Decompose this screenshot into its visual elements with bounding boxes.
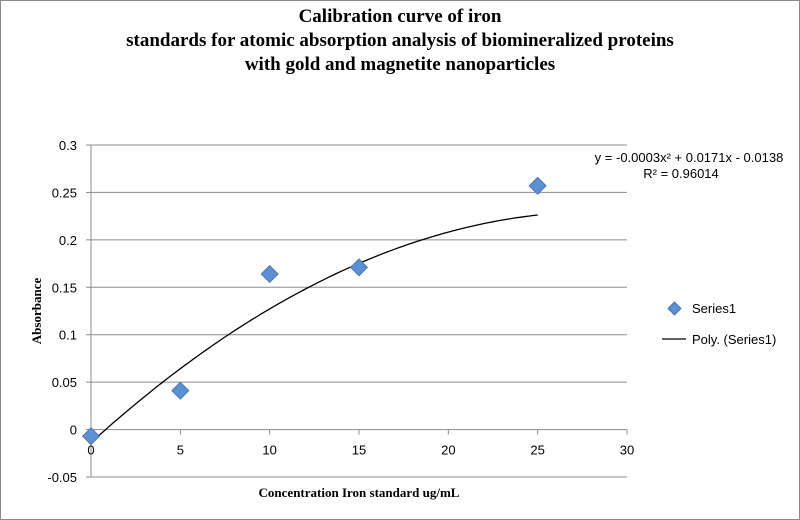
x-tick-label: 5 — [177, 443, 184, 458]
legend-label-trendline: Poly. (Series1) — [692, 332, 776, 347]
data-point — [349, 258, 369, 277]
legend-label-series1: Series1 — [692, 301, 736, 316]
x-axis-label: Concentration Iron standard ug/mL — [259, 485, 460, 500]
y-tick-label: 0.15 — [52, 280, 77, 295]
chart-title-line-2: standards for atomic absorption analysis… — [126, 30, 674, 51]
data-point — [171, 381, 190, 400]
x-tick-label: 10 — [262, 443, 276, 458]
data-point — [81, 427, 101, 446]
chart-title-line-3: with gold and magnetite nanoparticles — [244, 54, 556, 75]
trendline-equation: y = -0.0003x² + 0.0171x - 0.0138 — [595, 150, 784, 165]
x-tick-label: 0 — [87, 443, 94, 458]
trendline-r-squared: R² = 0.96014 — [643, 166, 719, 181]
legend-marker-series1 — [667, 301, 682, 316]
trendline — [90, 214, 538, 444]
data-point — [260, 264, 279, 284]
y-tick-label: 0.1 — [59, 328, 77, 343]
data-point — [528, 176, 547, 195]
chart-title-line-1: Calibration curve of iron — [298, 6, 502, 27]
gridlines — [91, 144, 627, 478]
y-axis-label: Absorbance — [29, 278, 44, 345]
y-tick-label: 0 — [70, 423, 77, 438]
data-points — [81, 176, 547, 446]
x-tick-label: 15 — [352, 443, 366, 458]
y-tick-label: 0.2 — [59, 233, 77, 248]
x-tick-label: 25 — [530, 443, 544, 458]
y-tick-label: 0.05 — [52, 375, 77, 390]
y-tick-label: 0.3 — [59, 138, 77, 153]
tick-labels: -0.05 0 0.05 0.1 0.15 0.2 0.25 0.3 0 5 10 15 20 25 30 — [47, 138, 634, 485]
legend: Series1 Poly. (Series1) — [662, 301, 776, 347]
x-tick-label: 20 — [441, 443, 455, 458]
y-tick-label: -0.05 — [47, 470, 77, 485]
y-tick-label: 0.25 — [52, 185, 77, 200]
axes — [86, 144, 628, 478]
x-tick-label: 30 — [620, 443, 634, 458]
chart-title: Calibration curve of iron standards for … — [0, 5, 800, 77]
